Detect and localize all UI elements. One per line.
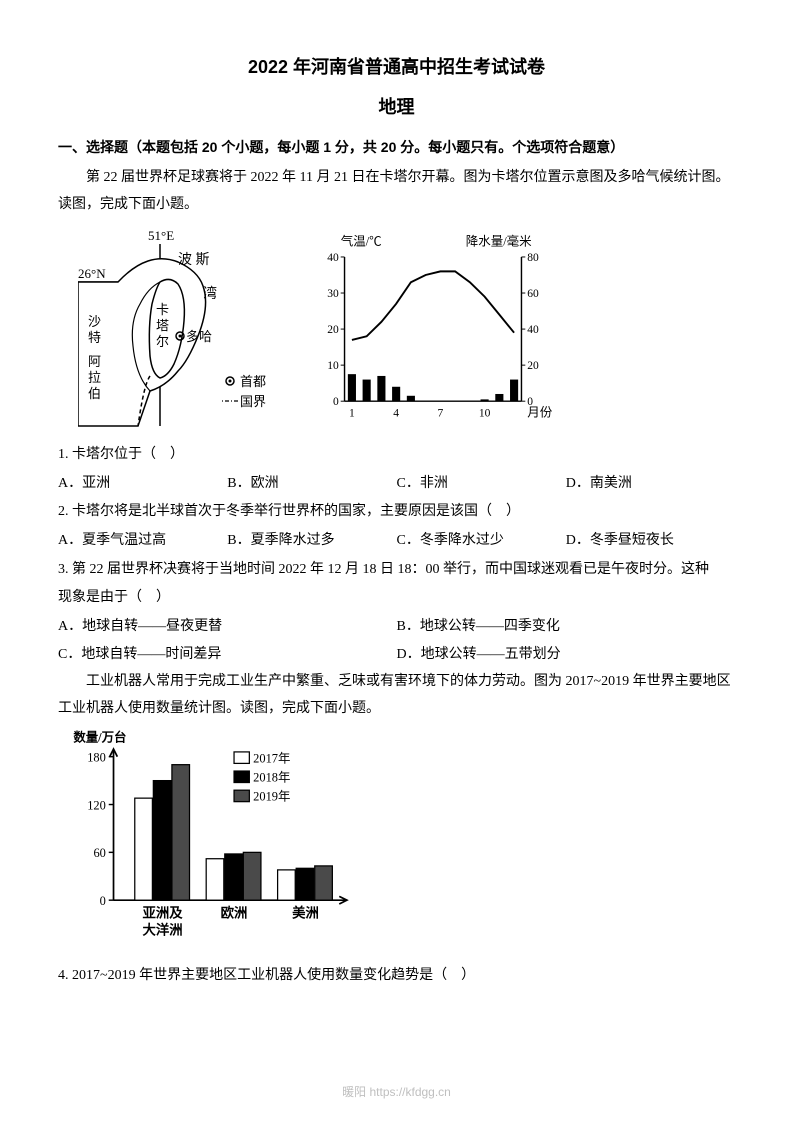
q3-opt-c: C．地球自转——时间差异 [58, 642, 397, 669]
svg-text:20: 20 [527, 360, 539, 372]
svg-text:0: 0 [100, 894, 106, 908]
svg-text:美洲: 美洲 [292, 904, 319, 920]
q3-opt-d: D．地球公转——五带划分 [397, 642, 736, 669]
q1-opt-d: D．南美洲 [566, 471, 735, 498]
lon-label: 51°E [148, 228, 174, 243]
page-title-sub: 地理 [58, 90, 735, 124]
label-wan: 湾 [203, 285, 217, 302]
q3-stem-2: 现象是由于（ ） [58, 585, 735, 612]
svg-text:2017年: 2017年 [253, 752, 290, 766]
q3-options-2: C．地球自转——时间差异 D．地球公转——五带划分 [58, 642, 735, 669]
q2-options: A．夏季气温过高 B．夏季降水过多 C．冬季降水过少 D．冬季昼短夜长 [58, 528, 735, 555]
label-bosi: 波 斯 [178, 252, 210, 268]
svg-text:欧洲: 欧洲 [221, 904, 248, 920]
svg-text:80: 80 [527, 252, 539, 264]
svg-text:40: 40 [527, 324, 539, 336]
svg-text:亚洲及: 亚洲及 [143, 905, 184, 920]
section-1-header: 一、选择题（本题包括 20 个小题，每小题 1 分，共 20 分。每小题只有。个… [58, 134, 735, 161]
legend-border: 国界 [240, 394, 266, 409]
label-saudi1: 沙 [88, 314, 101, 329]
q3-options-1: A．地球自转——昼夜更替 B．地球公转——四季变化 [58, 614, 735, 641]
q2-opt-c: C．冬季降水过少 [397, 528, 566, 555]
svg-text:10: 10 [327, 360, 339, 372]
legend-capital: 首都 [240, 374, 266, 389]
svg-text:数量/万台: 数量/万台 [73, 729, 126, 744]
exam-page: 2022 年河南省普通高中招生考试试卷 地理 一、选择题（本题包括 20 个小题… [0, 0, 793, 1122]
svg-text:2018年: 2018年 [253, 771, 290, 785]
svg-text:1: 1 [349, 408, 355, 420]
svg-text:2019年: 2019年 [253, 790, 290, 804]
section-2-intro: 工业机器人常用于完成工业生产中繁重、乏味或有害环境下的体力劳动。图为 2017~… [58, 669, 735, 722]
label-doha: 多哈 [186, 329, 212, 344]
svg-text:30: 30 [327, 288, 339, 300]
svg-text:特: 特 [88, 330, 101, 345]
svg-text:月份: 月份 [527, 406, 553, 420]
svg-text:60: 60 [527, 288, 539, 300]
q3-opt-b: B．地球公转——四季变化 [397, 614, 736, 641]
section-1-intro: 第 22 届世界杯足球赛将于 2022 年 11 月 21 日在卡塔尔开幕。图为… [58, 165, 735, 218]
svg-text:4: 4 [393, 408, 399, 420]
lat-label: 26°N [78, 266, 106, 281]
figure-row-1: 51°E 26°N 波 斯 湾 卡 塔 尔 多哈 沙 特 阿 [78, 226, 735, 436]
q2-opt-b: B．夏季降水过多 [227, 528, 396, 555]
q1-stem: 1. 卡塔尔位于（ ） [58, 442, 735, 469]
qatar-map: 51°E 26°N 波 斯 湾 卡 塔 尔 多哈 沙 特 阿 [78, 226, 278, 436]
svg-text:180: 180 [87, 751, 106, 765]
svg-text:塔: 塔 [156, 318, 169, 333]
svg-text:拉: 拉 [88, 370, 101, 385]
q1-opt-a: A．亚洲 [58, 471, 227, 498]
svg-text:40: 40 [327, 252, 339, 264]
q2-stem: 2. 卡塔尔将是北半球首次于冬季举行世界杯的国家，主要原因是该国（ ） [58, 499, 735, 526]
svg-text:0: 0 [333, 396, 339, 408]
q1-options: A．亚洲 B．欧洲 C．非洲 D．南美洲 [58, 471, 735, 498]
svg-text:尔: 尔 [156, 334, 169, 349]
svg-text:20: 20 [327, 324, 339, 336]
page-footer: 暖阳 https://kfdgg.cn [0, 1081, 793, 1104]
svg-text:大洋洲: 大洋洲 [143, 922, 183, 938]
climate-chart: 气温/℃降水量/毫米01020304002040608014710月份 [308, 226, 558, 436]
page-title-main: 2022 年河南省普通高中招生考试试卷 [58, 50, 735, 84]
svg-text:伯: 伯 [88, 386, 101, 401]
svg-text:7: 7 [437, 408, 443, 420]
q1-opt-b: B．欧洲 [227, 471, 396, 498]
svg-text:10: 10 [479, 408, 491, 420]
q4-stem: 4. 2017~2019 年世界主要地区工业机器人使用数量变化趋势是（ ） [58, 963, 735, 990]
label-qatar-1: 卡 [156, 302, 169, 317]
svg-text:降水量/毫米: 降水量/毫米 [466, 234, 532, 249]
svg-text:120: 120 [87, 798, 106, 812]
q3-opt-a: A．地球自转——昼夜更替 [58, 614, 397, 641]
svg-text:气温/℃: 气温/℃ [341, 234, 382, 249]
q1-opt-c: C．非洲 [397, 471, 566, 498]
q3-stem-1: 3. 第 22 届世界杯决赛将于当地时间 2022 年 12 月 18 日 18… [58, 557, 735, 584]
svg-text:阿: 阿 [88, 354, 101, 369]
q2-opt-d: D．冬季昼短夜长 [566, 528, 735, 555]
q2-opt-a: A．夏季气温过高 [58, 528, 227, 555]
svg-text:60: 60 [93, 846, 105, 860]
robot-bar-chart: 数量/万台 0 60 120 180 亚洲及大洋洲 欧洲 美洲 2017年 2018年 2019年 [68, 728, 358, 948]
